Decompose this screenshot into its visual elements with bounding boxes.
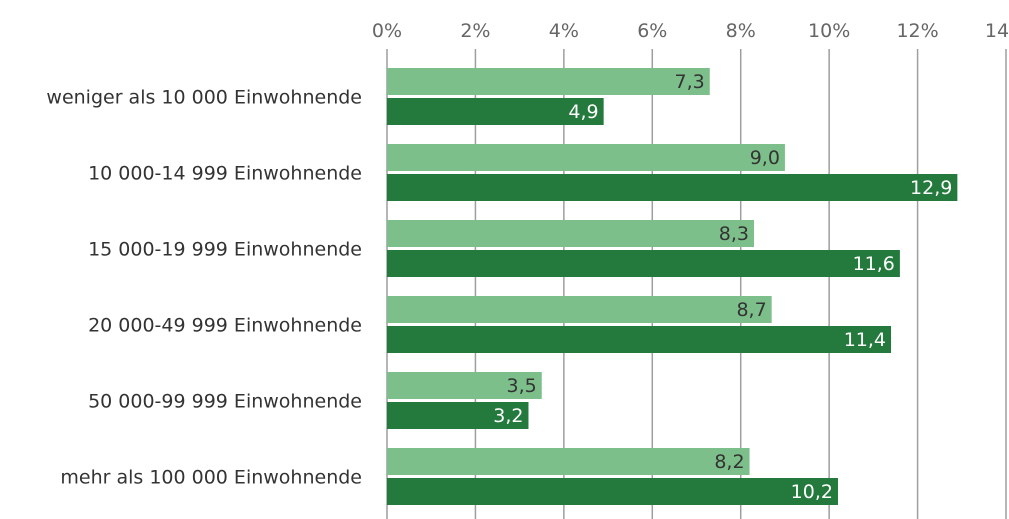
bar-series-2 [387,402,529,429]
data-label: 12,9 [910,177,952,199]
x-tick-label: 14% [985,20,1009,42]
bars [387,68,958,505]
category-label: 15 000-19 999 Einwohnende [88,239,362,261]
x-tick-label: 10% [808,20,850,42]
x-tick-label: 8% [726,20,756,42]
x-tick-label: 2% [460,20,490,42]
bar-series-1 [387,220,754,247]
data-label: 10,2 [791,481,833,503]
bar-series-1 [387,68,710,95]
category-label: mehr als 100 000 Einwohnende [60,467,362,489]
category-label: weniger als 10 000 Einwohnende [46,87,362,109]
x-tick-label: 6% [637,20,667,42]
data-label: 8,2 [714,451,744,473]
bar-series-2 [387,478,838,505]
bar-series-1 [387,448,750,475]
x-tick-label: 0% [372,20,402,42]
bar-series-2 [387,250,900,277]
gridlines [386,49,1007,519]
data-label: 3,5 [507,375,537,397]
category-label: 20 000-49 999 Einwohnende [88,315,362,337]
bar-series-2 [387,174,958,201]
data-label: 8,3 [719,223,749,245]
data-label: 8,7 [736,299,766,321]
data-label: 11,4 [844,329,886,351]
category-label: 50 000-99 999 Einwohnende [88,391,362,413]
labels: 0% 2% 4% 6% 8% 10% 12% 14% weniger als 10 000 Ei… [46,20,1009,503]
data-label: 4,9 [568,101,598,123]
bar-series-1 [387,372,542,399]
data-label: 7,3 [675,71,705,93]
bar-series-1 [387,296,772,323]
data-label: 9,0 [750,147,780,169]
category-label: 10 000-14 999 Einwohnende [88,163,362,185]
data-label: 3,2 [493,405,523,427]
bar-series-1 [387,144,785,171]
x-tick-label: 12% [896,20,938,42]
x-tick-label: 4% [549,20,579,42]
data-label: 11,6 [853,253,895,275]
bar-series-2 [387,98,604,125]
bar-series-2 [387,326,892,353]
